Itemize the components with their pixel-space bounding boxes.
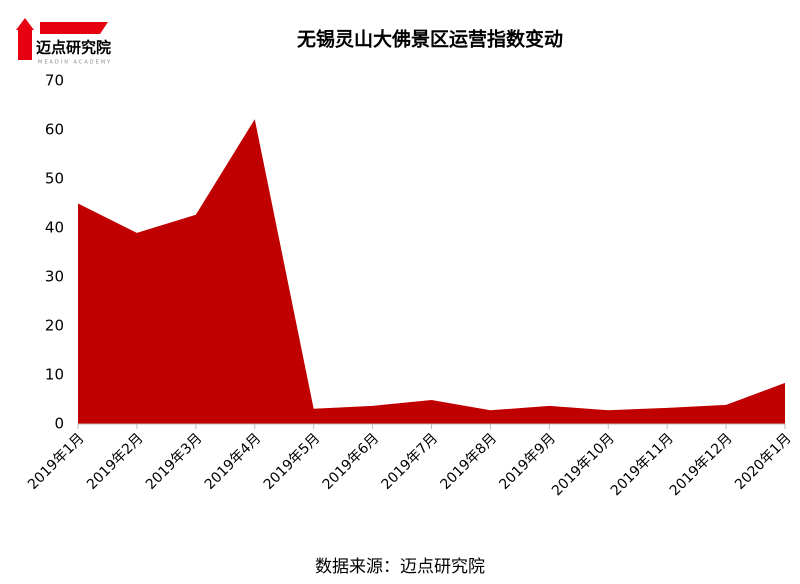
- x-tick-label: 2019年6月: [320, 430, 383, 493]
- chart-title: 无锡灵山大佛景区运营指数变动: [297, 28, 563, 51]
- logo: 迈点研究院 MEADIN ACADEMY: [16, 18, 112, 66]
- logo-flag: [40, 22, 108, 34]
- y-tick-label: 30: [45, 268, 64, 286]
- y-tick-label: 60: [45, 121, 64, 139]
- x-tick-label: 2020年1月: [732, 430, 795, 493]
- x-tick-label: 2019年3月: [143, 430, 206, 493]
- x-tick-label: 2019年9月: [496, 430, 559, 493]
- x-tick-label: 2019年5月: [261, 430, 324, 493]
- x-tick-label: 2019年4月: [202, 430, 265, 493]
- x-tick-label: 2019年8月: [437, 430, 500, 493]
- logo-subtitle: MEADIN ACADEMY: [38, 60, 112, 66]
- area: [78, 119, 785, 424]
- y-tick-label: 10: [45, 366, 64, 384]
- y-tick-label: 20: [45, 317, 64, 335]
- y-tick-label: 70: [45, 72, 64, 90]
- y-tick-label: 50: [45, 170, 64, 188]
- x-tick-label: 2019年2月: [84, 430, 147, 493]
- source-note: 数据来源：迈点研究院: [315, 557, 485, 577]
- logo-name: 迈点研究院: [36, 39, 111, 57]
- logo-roof: [16, 18, 34, 30]
- y-tick-label: 40: [45, 219, 64, 237]
- y-tick-label: 0: [54, 415, 64, 433]
- logo-tower: [18, 30, 32, 60]
- x-tick-label: 2019年1月: [25, 430, 88, 493]
- x-tick-label: 2019年12月: [667, 430, 736, 499]
- x-tick-label: 2019年7月: [379, 430, 442, 493]
